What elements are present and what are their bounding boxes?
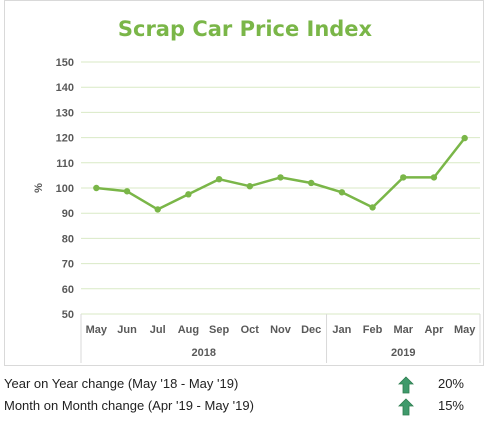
y-tick-label: 70 bbox=[62, 259, 74, 271]
x-group-label: 2019 bbox=[391, 347, 415, 359]
yoy-change-value: 20% bbox=[437, 376, 464, 391]
y-tick-label: 150 bbox=[56, 57, 74, 69]
y-tick-label: 140 bbox=[56, 82, 74, 94]
data-point bbox=[430, 174, 438, 181]
up-arrow-icon bbox=[398, 398, 414, 416]
data-point bbox=[93, 184, 100, 192]
x-tick-label: Sep bbox=[209, 324, 229, 336]
x-tick-label: Dec bbox=[301, 324, 321, 336]
x-tick-label: Nov bbox=[270, 324, 292, 336]
y-tick-label: 50 bbox=[62, 309, 74, 321]
yoy-change-row: Year on Year change (May '18 - May '19) … bbox=[4, 376, 484, 396]
data-point bbox=[338, 189, 346, 196]
x-tick-label: Feb bbox=[363, 324, 383, 336]
chart-frame: Scrap Car Price Index 50 60 70 80 90 100 110 12… bbox=[4, 0, 484, 366]
data-point bbox=[246, 183, 254, 190]
line-chart: Scrap Car Price Index 50 60 70 80 90 100 110 12… bbox=[33, 17, 481, 363]
y-tick-label: 100 bbox=[56, 183, 74, 195]
data-point bbox=[154, 206, 161, 213]
data-point bbox=[123, 188, 131, 195]
x-tick-label: Aug bbox=[178, 324, 199, 336]
y-tick-label: 90 bbox=[62, 208, 74, 220]
x-tick-label: Jul bbox=[150, 324, 166, 336]
mom-change-label: Month on Month change (Apr '19 - May '19… bbox=[4, 398, 254, 413]
yoy-change-label: Year on Year change (May '18 - May '19) bbox=[4, 376, 239, 391]
x-tick-label: Mar bbox=[393, 324, 413, 336]
x-tick-label: Jan bbox=[332, 324, 351, 336]
chart-title: Scrap Car Price Index bbox=[118, 17, 373, 41]
data-point bbox=[461, 134, 468, 142]
x-tick-label: May bbox=[86, 324, 108, 336]
data-point bbox=[277, 174, 284, 181]
mom-change-value: 15% bbox=[437, 398, 464, 413]
up-arrow-icon bbox=[398, 376, 414, 394]
x-group-label: 2018 bbox=[192, 347, 216, 359]
y-tick-label: 80 bbox=[62, 233, 74, 245]
y-tick-label: 130 bbox=[56, 107, 74, 119]
mom-change-row: Month on Month change (Apr '19 - May '19… bbox=[4, 398, 484, 418]
data-point bbox=[400, 174, 407, 181]
x-tick-label: Oct bbox=[241, 324, 260, 336]
data-point bbox=[215, 175, 223, 183]
x-tick-label: May bbox=[454, 324, 476, 336]
x-tick-label: Apr bbox=[424, 324, 444, 336]
data-point bbox=[307, 179, 315, 187]
y-tick-label: 60 bbox=[62, 284, 74, 296]
data-point bbox=[369, 204, 376, 211]
y-tick-label: 110 bbox=[56, 158, 74, 170]
y-axis-label: % bbox=[33, 183, 45, 193]
data-point bbox=[185, 191, 192, 198]
x-tick-label: Jun bbox=[117, 324, 137, 336]
series-line bbox=[96, 137, 466, 211]
y-tick-label: 120 bbox=[56, 133, 74, 145]
